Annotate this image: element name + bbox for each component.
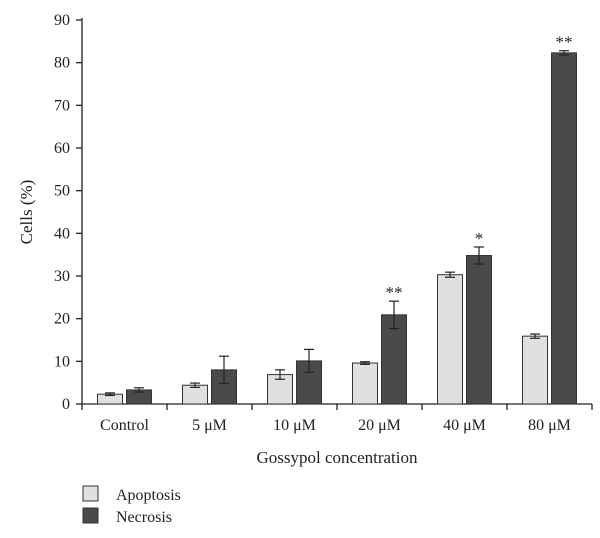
significance-marker: ** [556,33,573,52]
legend-swatch-necrosis [82,507,99,524]
y-tick-label: 50 [54,183,70,200]
x-tick-label: 10 μM [273,417,316,434]
bar-necrosis [466,255,492,405]
bar-apoptosis [522,335,548,405]
significance-marker: * [475,229,484,248]
y-tick-label: 60 [54,140,70,157]
y-axis-title: Cells (%) [17,180,36,245]
x-axis: Control 5 μM 10 μM 20 μM 40 μM 80 μM [81,403,593,434]
y-tick-label: 40 [54,225,70,242]
significance-marker: ** [386,283,403,302]
x-axis-title: Gossypol concentration [257,448,418,467]
x-tick-label: 80 μM [528,417,571,434]
x-tick-label: 20 μM [358,417,401,434]
y-tick-label: 10 [54,353,70,370]
bars: ***** [97,33,577,405]
bar-apoptosis [437,274,463,405]
bar-apoptosis [352,362,378,405]
y-tick-label: 30 [54,268,70,285]
x-tick-label: Control [100,417,149,434]
y-axis: 0 10 20 30 40 50 60 70 80 90 [54,12,83,413]
bar-apoptosis [182,384,208,405]
x-tick-label: 5 μM [192,417,227,434]
y-tick-label: 0 [62,396,70,413]
legend-label: Necrosis [116,509,172,526]
bar-necrosis [551,52,577,405]
y-tick-label: 80 [54,55,70,72]
bar-necrosis [381,314,407,405]
y-tick-label: 90 [54,12,70,29]
y-tick-label: 20 [54,311,70,328]
x-tick-label: 40 μM [443,417,486,434]
bar-necrosis [211,369,237,405]
legend-swatch-apoptosis [82,485,99,502]
legend: Apoptosis Necrosis [82,485,181,526]
legend-label: Apoptosis [116,487,181,504]
y-tick-label: 70 [54,97,70,114]
